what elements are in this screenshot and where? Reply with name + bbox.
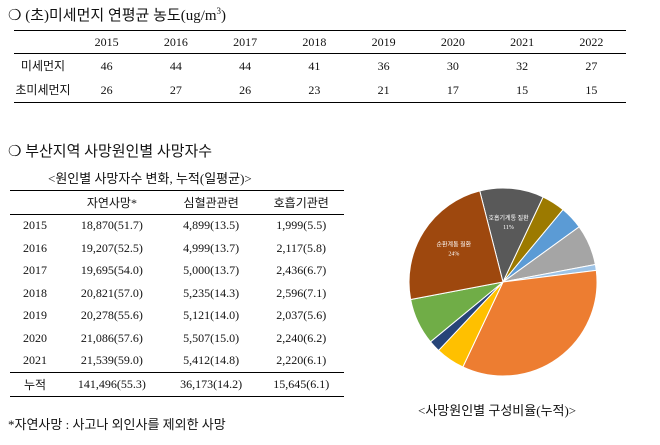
table-row: 자연사망* 심혈관관련 호흡기관련 [10,190,344,215]
header-cell: 2021 [487,30,557,54]
table-cell: 18,870(51.7) [80,218,143,233]
table-cell: 21,539(59.0) [80,353,143,368]
table-cell: 32 [516,58,529,73]
table-row: 2015 18,870(51.7) 4,899(13.5) 1,999(5.5) [10,214,344,237]
slice-label: 호흡기계통 질환 [488,214,529,222]
header-cell: 2020 [418,30,488,54]
bullet: ❍ [8,144,22,160]
table-row: 2015 2016 2017 2018 2019 2020 2021 2022 [14,30,626,54]
table-cell: 27 [169,82,182,97]
header-cell [14,30,72,54]
pie-caption: <사망원인별 구성비율(누적)> [418,403,577,418]
row-label: 2018 [23,285,47,300]
table-cell: 5,507(15.0) [183,330,240,345]
heading-text: (초)미세먼지 연평균 농도(ug/m [25,8,217,24]
table-cell: 1,999(5.5) [276,218,327,233]
superscript: 3 [216,6,222,16]
table-row: 2021 21,539(59.0) 5,412(14.8) 2,220(6.1) [10,350,344,373]
header-cell: 2017 [210,30,280,54]
header-cell: 2022 [556,30,626,54]
table-cell: 4,999(13.7) [183,240,240,255]
heading: ❍ (초)미세먼지 연평균 농도(ug/m3) [8,4,226,25]
table-cell: 19,695(54.0) [80,263,143,278]
table-cell: 2,240(6.2) [276,330,327,345]
table-row: 2018 20,821(57.0) 5,235(14.3) 2,596(7.1) [10,282,344,305]
table-cell: 2,117(5.8) [276,240,326,255]
table-cell: 44 [169,58,182,73]
pm-table: 2015 2016 2017 2018 2019 2020 2021 2022 미세먼지 46 44… [14,30,626,103]
table-cell: 20,821(57.0) [80,285,143,300]
row-label: 누적 [10,372,60,396]
table-cell: 26 [100,82,113,97]
table-cell: 15 [585,82,598,97]
table-cell: 21,086(57.6) [80,330,143,345]
row-label: 2019 [23,308,47,323]
row-label: 초미세먼지 [15,83,71,97]
header-cell: 자연사망* [60,190,164,215]
pie-chart: 호흡기계통 질환 11% 순환계통 질환 24% [408,187,598,377]
table-cell: 46 [100,58,113,73]
table-row: 2016 19,207(52.5) 4,999(13.7) 2,117(5.8) [10,237,344,260]
header-cell: 심혈관관련 [163,190,259,215]
pie-slice [408,190,504,301]
slice-label: 순환계통 질환 [437,241,472,249]
table-cell: 23 [308,82,321,97]
table-row: 2017 19,695(54.0) 5,000(13.7) 2,436(6.7) [10,260,344,283]
table-cell: 17 [446,82,459,97]
table-row: 누적 141,496(55.3) 36,173(14.2) 15,645(6.1) [10,372,344,396]
table-cell: 4,899(13.5) [183,218,240,233]
table-row: 미세먼지 46 44 44 41 36 30 32 27 [14,54,626,79]
table-cell: 19,207(52.5) [80,240,143,255]
row-label: 2017 [23,263,47,278]
table-cell: 27 [585,58,598,73]
header-cell: 2019 [349,30,419,54]
slice-value: 24% [448,252,459,258]
header-cell: 호흡기관련 [258,190,344,215]
table-cell: 30 [446,58,459,73]
table-cell: 20,278(55.6) [80,308,143,323]
heading-text: ) [221,8,227,24]
row-label: 2015 [23,218,47,233]
heading: ❍ 부산지역 사망원인별 사망자수 [8,140,212,161]
table-cell: 5,235(14.3) [183,285,240,300]
pie-slice [479,187,544,284]
table-cell: 5,412(14.8) [183,353,240,368]
table-cell: 2,596(7.1) [276,285,327,300]
table-cell: 5,121(14.0) [183,308,240,323]
footnote: *자연사망 : 사고나 외인사를 제외한 사망 [8,417,226,432]
header-cell [10,190,60,215]
bullet: ❍ [8,8,22,24]
table-row: 2019 20,278(55.6) 5,121(14.0) 2,037(5.6) [10,305,344,328]
header-cell: 2018 [279,30,349,54]
slice-value: 11% [503,225,514,231]
row-label: 2016 [23,240,47,255]
table-cell: 44 [239,58,252,73]
header-cell: 2016 [141,30,211,54]
table-cell: 26 [239,82,252,97]
death-table: 자연사망* 심혈관관련 호흡기관련 2015 18,870(51.7) 4,899(13.… [10,190,344,397]
table-caption: <원인별 사망자수 변화, 누적(일평균)> [48,171,252,186]
table-cell: 21 [377,82,390,97]
row-label: 미세먼지 [20,59,66,73]
table-cell: 5,000(13.7) [183,263,240,278]
table-cell: 141,496(55.3) [60,372,164,396]
table-cell: 2,037(5.6) [276,308,327,323]
table-cell: 2,220(6.1) [276,353,327,368]
table-cell: 41 [308,58,321,73]
table-cell: 15 [516,82,529,97]
table-cell: 36,173(14.2) [163,372,259,396]
table-row: 초미세먼지 26 27 26 23 21 17 15 15 [14,78,626,103]
table-cell: 2,436(6.7) [276,263,327,278]
row-label: 2020 [23,330,47,345]
table-row: 2020 21,086(57.6) 5,507(15.0) 2,240(6.2) [10,327,344,350]
row-label: 2021 [23,353,47,368]
table-cell: 36 [377,58,390,73]
heading-text: 부산지역 사망원인별 사망자수 [25,144,213,160]
table-cell: 15,645(6.1) [258,372,344,396]
header-cell: 2015 [72,30,142,54]
